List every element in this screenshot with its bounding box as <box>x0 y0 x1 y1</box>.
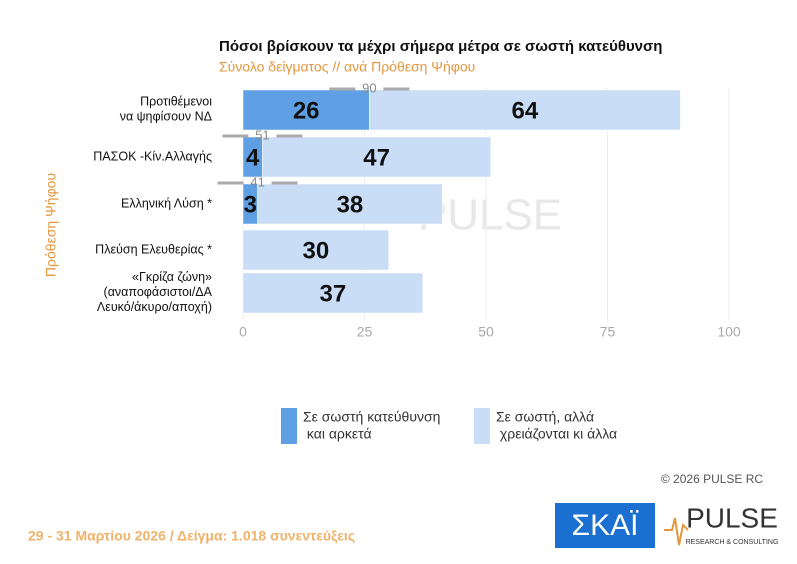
legend-swatch <box>281 408 297 444</box>
x-tick-label: 0 <box>239 324 247 340</box>
y-axis-title: Πρόθεση Ψήφου <box>43 173 59 277</box>
skai-logo-box <box>555 503 655 548</box>
x-tick-label: 50 <box>478 324 494 340</box>
x-tick-label: 100 <box>717 324 741 340</box>
data-label: 3 <box>244 191 257 218</box>
chart-title: Πόσοι βρίσκουν τα μέχρι σήμερα μέτρα σε … <box>219 38 662 55</box>
category-label: ΠΑΣΟΚ -Κίν.Αλλαγής <box>93 149 212 163</box>
skai-logo: ΣΚΑΪ <box>572 509 640 542</box>
category-label: «Γκρίζα ζώνη» (αναποφάσιστοι/ΔΑ Λευκό/άκ… <box>94 270 213 314</box>
data-label: 38 <box>337 191 364 218</box>
legend-label: Σε σωστή κατεύθυνση και αρκετά <box>303 408 440 441</box>
total-label: 51 <box>255 127 269 142</box>
pulse-logo-sub: RESEARCH & CONSULTING <box>686 539 779 546</box>
data-label: 26 <box>293 97 320 124</box>
legend-swatch <box>474 408 490 444</box>
copyright: © 2026 PULSE RC <box>661 472 764 486</box>
bar-segment <box>242 272 424 314</box>
data-label: 37 <box>320 280 347 307</box>
chart-subtitle: Σύνολο δείγματος // ανά Πρόθεση Ψήφου <box>219 59 475 75</box>
total-label: 41 <box>250 174 264 189</box>
pulse-logo: PULSE <box>686 502 778 533</box>
bar-segment <box>242 89 370 131</box>
category-label: Προτιθέμενοι να ψηφίσουν ΝΔ <box>116 95 212 124</box>
pulse-logo-wave <box>664 517 689 546</box>
bar-segment <box>242 229 390 271</box>
category-label: Ελληνική Λύση * <box>121 196 212 210</box>
data-label: 47 <box>363 144 390 171</box>
footer-note: 29 - 31 Μαρτίου 2026 / Δείγμα: 1.018 συν… <box>28 528 355 544</box>
data-label: 30 <box>303 237 330 264</box>
bar-segment <box>369 89 681 131</box>
legend-label: Σε σωστή, αλλά χρειάζονται κι άλλα <box>496 408 617 441</box>
x-tick-label: 75 <box>600 324 616 340</box>
data-label: 4 <box>246 144 260 171</box>
category-label: Πλεύση Ελευθερίας * <box>95 242 212 256</box>
total-label: 90 <box>362 80 376 95</box>
data-label: 64 <box>512 97 539 124</box>
bar-segment <box>257 183 443 225</box>
x-tick-label: 25 <box>357 324 373 340</box>
bar-segment <box>262 136 492 178</box>
